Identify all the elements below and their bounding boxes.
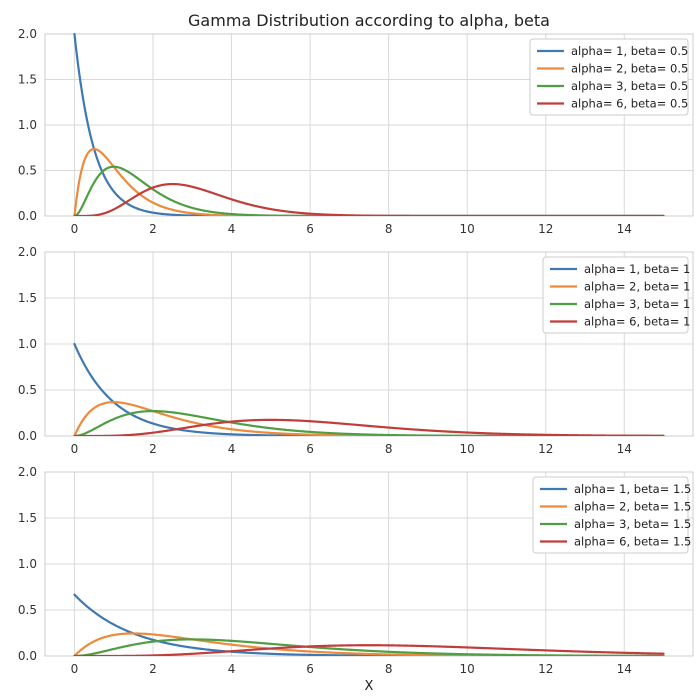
subplot-2: 0 2 4 6 8 10 12 14 0.0 0.5 1.0 1.5 2.0 alpha= 1, beta… xyxy=(18,245,694,456)
legend: alpha= 1, beta= 0.5 alpha= 2, beta= 0.5 al… xyxy=(529,38,689,116)
y-tick-label: 1.0 xyxy=(18,337,37,351)
x-tick-label: 10 xyxy=(460,222,475,236)
legend-label: alpha= 3, beta= 1.5 xyxy=(574,517,691,531)
x-tick-label: 4 xyxy=(228,662,236,676)
subplot-1: 0 2 4 6 8 10 12 14 0.0 0.5 1.0 1.5 2.0 alpha= 1, beta… xyxy=(18,27,694,236)
subplot-3: 0 2 4 6 8 10 12 14 0.0 0.5 1.0 1.5 2.0 alpha= 1, beta… xyxy=(18,465,694,676)
legend-frame xyxy=(542,256,689,334)
series-line-alpha-2 xyxy=(73,147,665,216)
y-tick-label: 0.0 xyxy=(18,649,37,663)
y-tick-label: 1.0 xyxy=(18,118,37,132)
x-tick-label: 8 xyxy=(385,442,393,456)
subplot-panels: 0 2 4 6 8 10 12 14 0.0 0.5 1.0 1.5 2.0 alpha= 1, beta… xyxy=(18,27,694,676)
x-tick-label: 10 xyxy=(460,442,475,456)
legend-label: alpha= 6, beta= 1.5 xyxy=(574,535,691,549)
x-tick-label: 12 xyxy=(538,442,553,456)
x-tick-label: 14 xyxy=(617,662,632,676)
series-line-alpha-1 xyxy=(73,593,665,656)
x-tick-label: 0 xyxy=(71,442,79,456)
series-lines xyxy=(73,593,665,656)
legend-label: alpha= 2, beta= 1 xyxy=(584,280,690,294)
legend: alpha= 1, beta= 1 alpha= 2, beta= 1 alpha=… xyxy=(542,256,690,334)
x-tick-label: 8 xyxy=(385,662,393,676)
legend-label: alpha= 3, beta= 0.5 xyxy=(571,79,688,93)
x-tick-label: 6 xyxy=(306,222,314,236)
x-tick-label: 6 xyxy=(306,442,314,456)
series-line-alpha-3 xyxy=(73,165,665,216)
x-tick-label: 2 xyxy=(149,662,157,676)
legend-label: alpha= 1, beta= 1 xyxy=(584,262,690,276)
series-line-alpha-3 xyxy=(73,638,665,656)
figure-title: Gamma Distribution according to alpha, b… xyxy=(188,11,550,30)
legend-frame xyxy=(529,38,689,116)
x-tick-label: 2 xyxy=(149,442,157,456)
x-axis-label: X xyxy=(365,679,374,694)
y-tick-label: 2.0 xyxy=(18,465,37,479)
y-tick-label: 1.5 xyxy=(18,511,37,525)
x-tick-label: 4 xyxy=(228,442,236,456)
x-tick-label: 0 xyxy=(71,662,79,676)
series-lines xyxy=(73,33,665,216)
legend-label: alpha= 6, beta= 0.5 xyxy=(571,97,688,111)
y-tick-label: 0.5 xyxy=(18,383,37,397)
series-line-alpha-6 xyxy=(73,418,665,436)
x-tick-label: 12 xyxy=(538,662,553,676)
x-tick-label: 10 xyxy=(460,662,475,676)
legend-label: alpha= 1, beta= 1.5 xyxy=(574,482,691,496)
y-tick-label: 2.0 xyxy=(18,245,37,259)
x-tick-label: 12 xyxy=(538,222,553,236)
series-line-alpha-1 xyxy=(73,33,665,216)
legend-label: alpha= 3, beta= 1 xyxy=(584,297,690,311)
x-tick-label: 2 xyxy=(149,222,157,236)
y-tick-label: 2.0 xyxy=(18,27,37,41)
y-tick-label: 0.5 xyxy=(18,603,37,617)
y-tick-label: 1.5 xyxy=(18,73,37,87)
y-tick-label: 1.0 xyxy=(18,557,37,571)
legend-label: alpha= 2, beta= 0.5 xyxy=(571,62,688,76)
legend-frame xyxy=(532,476,689,554)
series-line-alpha-6 xyxy=(73,182,665,216)
y-tick-label: 1.5 xyxy=(18,291,37,305)
legend-label: alpha= 6, beta= 1 xyxy=(584,315,690,329)
series-line-alpha-6 xyxy=(73,644,665,656)
x-tick-label: 0 xyxy=(71,222,79,236)
legend: alpha= 1, beta= 1.5 alpha= 2, beta= 1.5 al… xyxy=(532,476,691,554)
y-tick-label: 0.0 xyxy=(18,209,37,223)
x-tick-label: 14 xyxy=(617,222,632,236)
x-tick-label: 14 xyxy=(617,442,632,456)
x-tick-label: 6 xyxy=(306,662,314,676)
legend-label: alpha= 2, beta= 1.5 xyxy=(574,500,691,514)
y-tick-label: 0.0 xyxy=(18,429,37,443)
y-tick-label: 0.5 xyxy=(18,164,37,178)
series-lines xyxy=(73,342,665,436)
x-tick-label: 8 xyxy=(385,222,393,236)
legend-label: alpha= 1, beta= 0.5 xyxy=(571,44,688,58)
x-tick-label: 4 xyxy=(228,222,236,236)
